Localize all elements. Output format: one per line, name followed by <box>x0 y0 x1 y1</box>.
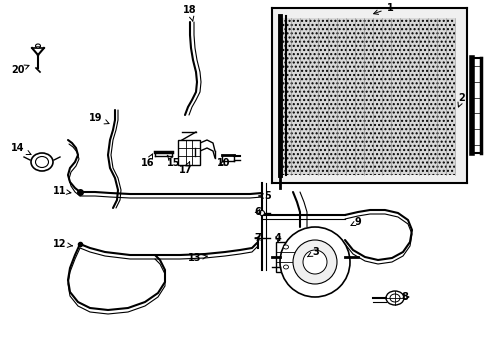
Text: 11: 11 <box>53 186 71 196</box>
Text: 13: 13 <box>188 253 207 263</box>
Text: 7: 7 <box>254 233 261 243</box>
Ellipse shape <box>389 294 399 302</box>
Circle shape <box>303 250 326 274</box>
Text: 2: 2 <box>457 93 465 107</box>
Text: 1: 1 <box>373 3 392 14</box>
Text: 20: 20 <box>11 65 29 75</box>
Text: 16: 16 <box>141 154 154 168</box>
Text: 3: 3 <box>307 247 319 257</box>
Text: 12: 12 <box>53 239 72 249</box>
Ellipse shape <box>283 245 288 249</box>
Text: 10: 10 <box>217 158 230 168</box>
Ellipse shape <box>259 211 264 216</box>
Ellipse shape <box>385 291 403 305</box>
Bar <box>271 8 466 183</box>
Text: 6: 6 <box>254 207 261 217</box>
Text: 14: 14 <box>11 143 31 154</box>
Bar <box>178 140 200 165</box>
Circle shape <box>280 227 349 297</box>
Ellipse shape <box>31 153 53 171</box>
Text: 8: 8 <box>401 292 408 302</box>
Ellipse shape <box>36 157 48 167</box>
Text: 4: 4 <box>274 233 281 243</box>
Ellipse shape <box>283 265 288 269</box>
Text: 19: 19 <box>89 113 109 124</box>
Text: 17: 17 <box>179 162 192 175</box>
Text: 15: 15 <box>167 155 181 168</box>
Bar <box>275 242 295 272</box>
Text: 9: 9 <box>350 217 361 227</box>
Ellipse shape <box>36 44 41 48</box>
Text: 18: 18 <box>183 5 196 21</box>
Circle shape <box>292 240 336 284</box>
Text: 5: 5 <box>258 191 271 201</box>
Bar <box>282 18 454 175</box>
